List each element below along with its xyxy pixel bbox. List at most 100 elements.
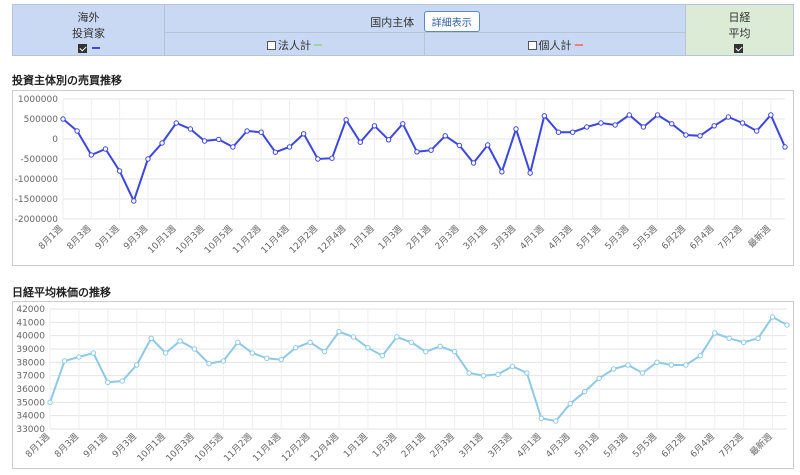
data-point[interactable] — [640, 124, 647, 130]
data-point[interactable] — [456, 142, 463, 149]
data-point[interactable] — [524, 370, 530, 376]
data-point[interactable] — [264, 355, 270, 362]
data-point[interactable] — [499, 169, 505, 175]
data-point[interactable] — [782, 144, 788, 150]
data-point[interactable] — [683, 132, 689, 138]
data-point[interactable] — [258, 129, 264, 135]
data-point[interactable] — [278, 356, 284, 363]
data-point[interactable] — [451, 348, 458, 355]
data-point[interactable] — [712, 330, 718, 336]
data-point[interactable] — [321, 348, 328, 355]
data-point[interactable] — [740, 339, 747, 346]
data-point[interactable] — [177, 338, 183, 344]
data-point[interactable] — [162, 350, 169, 356]
data-point[interactable] — [768, 112, 774, 118]
data-point[interactable] — [555, 129, 562, 135]
data-point[interactable] — [90, 350, 97, 356]
nikkei-checkbox[interactable] — [734, 44, 743, 53]
data-point[interactable] — [76, 354, 82, 360]
data-point[interactable] — [148, 335, 154, 342]
data-point[interactable] — [408, 339, 414, 346]
data-point[interactable] — [466, 370, 472, 376]
data-point[interactable] — [187, 126, 194, 132]
data-point[interactable] — [495, 371, 501, 378]
data-point[interactable] — [249, 350, 256, 356]
data-point[interactable] — [639, 370, 646, 376]
data-point[interactable] — [216, 136, 222, 143]
data-point[interactable] — [292, 344, 299, 351]
data-point[interactable] — [300, 131, 307, 137]
data-point[interactable] — [669, 121, 675, 127]
data-point[interactable] — [442, 133, 448, 139]
data-point[interactable] — [612, 122, 618, 128]
data-point[interactable] — [272, 149, 279, 155]
data-point[interactable] — [769, 314, 776, 320]
data-point[interactable] — [683, 362, 689, 368]
data-point[interactable] — [596, 375, 602, 382]
data-point[interactable] — [329, 155, 335, 161]
data-point[interactable] — [244, 128, 250, 134]
data-point[interactable] — [191, 346, 198, 352]
data-point[interactable] — [307, 339, 313, 346]
data-point[interactable] — [206, 360, 212, 367]
data-point[interactable] — [116, 168, 123, 174]
data-point[interactable] — [385, 137, 392, 143]
data-point[interactable] — [315, 156, 321, 162]
data-point[interactable] — [569, 129, 576, 135]
data-point[interactable] — [428, 147, 434, 153]
data-point[interactable] — [726, 335, 732, 342]
data-point[interactable] — [711, 123, 717, 129]
data-point[interactable] — [159, 140, 165, 146]
data-point[interactable] — [350, 334, 357, 340]
data-point[interactable] — [145, 156, 151, 162]
data-point[interactable] — [400, 121, 406, 127]
data-point[interactable] — [131, 198, 137, 204]
data-point[interactable] — [220, 358, 227, 364]
data-point[interactable] — [61, 358, 68, 364]
individual-checkbox[interactable] — [527, 41, 537, 50]
data-point[interactable] — [541, 113, 548, 119]
data-point[interactable] — [423, 348, 429, 355]
data-point[interactable] — [538, 415, 545, 422]
data-point[interactable] — [357, 139, 363, 145]
data-point[interactable] — [725, 114, 732, 120]
data-point[interactable] — [102, 146, 109, 152]
data-point[interactable] — [567, 400, 573, 407]
data-point[interactable] — [509, 363, 516, 370]
data-point[interactable] — [584, 124, 590, 130]
data-point[interactable] — [134, 362, 140, 368]
data-point[interactable] — [626, 112, 632, 118]
data-point[interactable] — [755, 335, 761, 342]
data-point[interactable] — [739, 120, 746, 126]
data-point[interactable] — [105, 379, 111, 386]
data-point[interactable] — [527, 170, 533, 176]
data-point[interactable] — [598, 120, 604, 126]
data-point[interactable] — [668, 362, 675, 368]
data-point[interactable] — [88, 152, 95, 158]
data-point[interactable] — [235, 339, 241, 346]
data-point[interactable] — [173, 120, 179, 126]
detail-button[interactable]: 詳細表示 — [423, 11, 480, 32]
data-point[interactable] — [553, 418, 559, 424]
data-point[interactable] — [74, 128, 80, 134]
data-point[interactable] — [480, 372, 487, 379]
overseas-checkbox[interactable] — [77, 44, 87, 53]
data-point[interactable] — [654, 359, 660, 366]
data-point[interactable] — [610, 366, 617, 372]
data-point[interactable] — [697, 133, 703, 139]
data-point[interactable] — [697, 352, 703, 359]
data-point[interactable] — [784, 322, 790, 328]
data-point[interactable] — [343, 117, 349, 123]
data-point[interactable] — [365, 344, 371, 351]
data-point[interactable] — [336, 328, 342, 335]
data-point[interactable] — [371, 123, 378, 129]
data-point[interactable] — [625, 362, 631, 368]
data-point[interactable] — [654, 112, 661, 118]
data-point[interactable] — [581, 388, 588, 395]
data-point[interactable] — [414, 149, 420, 155]
data-point[interactable] — [119, 378, 125, 384]
data-point[interactable] — [470, 160, 477, 166]
data-point[interactable] — [286, 144, 293, 150]
data-point[interactable] — [485, 142, 491, 148]
data-point[interactable] — [379, 352, 386, 359]
